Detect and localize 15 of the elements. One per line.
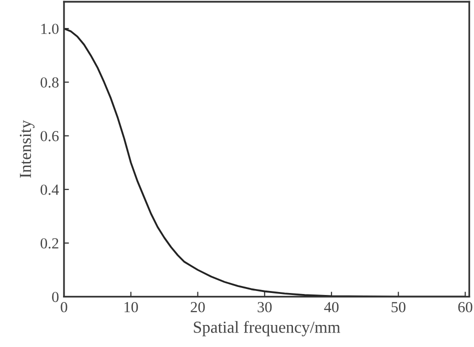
y-tick-label: 0.2 (40, 238, 58, 249)
x-tick-label: 20 (190, 302, 205, 312)
x-tick-label: 40 (324, 302, 339, 312)
y-tick-label: 0.8 (40, 77, 59, 88)
x-axis-title: Spatial frequency/mm (194, 320, 340, 336)
y-tick-label: 0.6 (40, 130, 59, 142)
y-tick-label: 0 (52, 292, 59, 302)
x-tick-label: 30 (258, 302, 272, 312)
y-tick-label: 0.4 (40, 184, 59, 195)
y-tick-label: 1.0 (41, 24, 59, 34)
x-tick-label: 10 (124, 302, 138, 312)
x-tick-label: 60 (458, 302, 472, 312)
x-tick-label: 0 (60, 302, 68, 312)
x-tick-label: 50 (392, 302, 406, 312)
y-axis-title: Intensity (20, 120, 34, 178)
